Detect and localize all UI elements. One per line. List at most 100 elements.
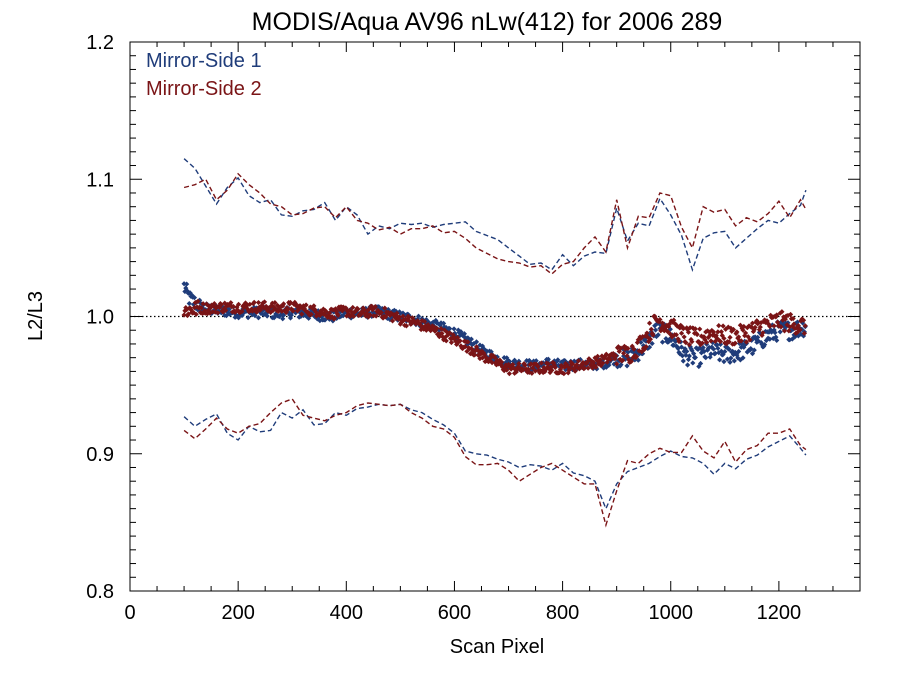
data-point xyxy=(749,351,756,357)
data-point xyxy=(242,300,249,306)
data-point xyxy=(290,308,296,314)
y-tick-label: 0.9 xyxy=(86,444,114,466)
data-point xyxy=(222,300,228,306)
data-point xyxy=(636,348,642,354)
data-point xyxy=(530,365,536,371)
data-point xyxy=(781,314,787,320)
data-point xyxy=(691,350,697,357)
data-point xyxy=(597,357,603,363)
data-point xyxy=(624,363,630,369)
data-point xyxy=(749,324,755,330)
data-point xyxy=(552,364,558,371)
data-point xyxy=(544,364,551,370)
data-point xyxy=(409,320,415,327)
data-point xyxy=(473,344,480,350)
data-point xyxy=(427,325,433,331)
data-point xyxy=(200,301,206,307)
data-point xyxy=(692,354,698,361)
data-point xyxy=(734,329,740,335)
data-point xyxy=(549,367,555,373)
y-tick-label: 1.2 xyxy=(86,32,114,54)
data-point xyxy=(646,339,652,345)
data-point xyxy=(563,361,570,368)
data-point xyxy=(245,315,251,321)
data-point xyxy=(738,338,744,344)
data-point xyxy=(701,334,707,340)
data-point xyxy=(748,345,754,352)
data-point xyxy=(755,320,762,326)
data-point xyxy=(478,351,484,357)
data-point xyxy=(244,302,250,308)
data-point xyxy=(226,306,232,312)
data-point xyxy=(760,330,766,336)
data-point xyxy=(647,336,654,342)
data-point xyxy=(632,352,638,359)
data-point xyxy=(735,355,741,361)
data-point xyxy=(725,324,731,330)
data-point xyxy=(545,361,551,367)
data-point xyxy=(389,318,396,324)
data-point xyxy=(717,357,723,363)
data-point xyxy=(736,334,742,340)
data-point xyxy=(663,335,669,342)
x-tick-label: 1000 xyxy=(648,602,693,624)
data-point xyxy=(612,356,618,362)
data-point xyxy=(643,338,649,344)
data-point xyxy=(565,370,571,376)
data-point xyxy=(567,365,573,371)
data-point xyxy=(648,326,654,332)
data-point xyxy=(777,329,783,335)
data-point xyxy=(629,343,635,349)
data-point xyxy=(181,312,187,318)
data-point xyxy=(655,332,661,338)
data-point xyxy=(458,329,464,335)
data-point xyxy=(299,311,305,317)
data-point xyxy=(702,336,708,343)
data-point xyxy=(505,361,512,368)
data-point xyxy=(747,337,753,343)
data-point xyxy=(750,328,756,335)
data-point xyxy=(400,313,406,319)
data-point xyxy=(572,368,578,374)
x-axis-label: Scan Pixel xyxy=(450,636,545,658)
data-point xyxy=(717,338,724,345)
data-point xyxy=(434,325,440,331)
data-point xyxy=(681,334,687,340)
data-point xyxy=(561,371,567,377)
data-point xyxy=(471,340,477,347)
data-point xyxy=(788,327,795,333)
data-point xyxy=(631,346,637,352)
data-point xyxy=(603,364,609,370)
data-point xyxy=(451,326,457,332)
data-point xyxy=(225,309,231,316)
data-point xyxy=(649,340,655,347)
data-point xyxy=(475,352,481,358)
data-point xyxy=(678,344,685,350)
data-point xyxy=(676,338,682,345)
data-point xyxy=(781,328,788,334)
data-point xyxy=(472,352,478,358)
data-point xyxy=(742,330,749,336)
data-point xyxy=(774,312,780,318)
data-point xyxy=(719,332,725,339)
data-point xyxy=(657,316,663,323)
data-point xyxy=(345,311,352,317)
data-point xyxy=(794,325,800,331)
data-point xyxy=(535,363,541,370)
axes: 0 200 400 600 800 1000 1200 0.8 0.9 1.0 1.1 1.2 xyxy=(86,32,861,624)
data-point xyxy=(734,352,740,358)
data-point xyxy=(593,364,599,370)
data-point xyxy=(280,301,287,307)
data-point xyxy=(571,365,577,371)
data-point xyxy=(280,312,287,318)
y-tick-label: 0.8 xyxy=(86,581,114,603)
data-point xyxy=(568,359,574,365)
data-point xyxy=(215,310,221,316)
data-point xyxy=(709,344,715,350)
data-point xyxy=(608,356,614,363)
data-point xyxy=(751,347,757,353)
data-point xyxy=(714,342,720,348)
data-point xyxy=(687,325,693,331)
data-point xyxy=(696,339,702,345)
data-point xyxy=(683,352,689,358)
